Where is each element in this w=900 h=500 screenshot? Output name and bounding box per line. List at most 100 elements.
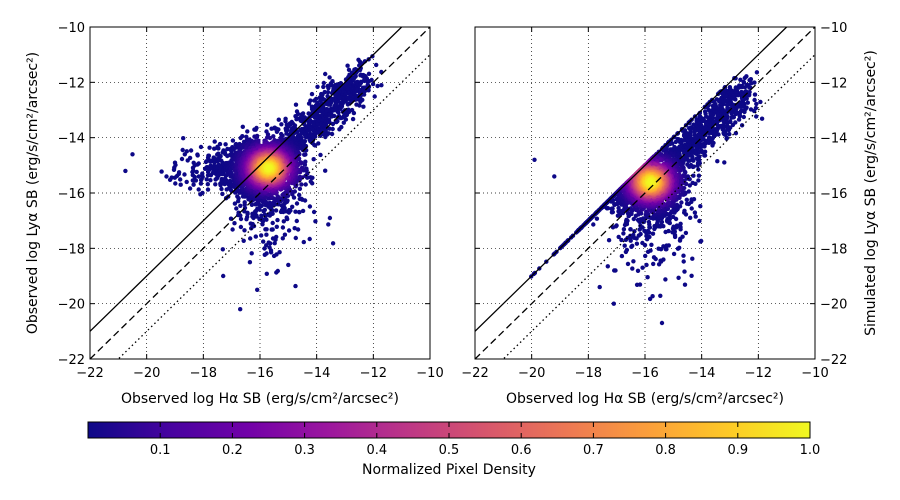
data-point [264, 271, 269, 276]
data-point [200, 190, 205, 196]
data-point [295, 227, 301, 232]
data-point [270, 227, 275, 232]
data-point [722, 160, 727, 165]
data-point [684, 201, 690, 206]
data-point [179, 156, 185, 162]
data-point [729, 115, 734, 120]
data-point [242, 200, 247, 205]
data-point [696, 173, 702, 178]
data-point [191, 182, 196, 187]
data-point [287, 207, 292, 213]
data-point [297, 186, 303, 191]
data-point [200, 174, 205, 180]
data-point [286, 262, 291, 268]
data-point [650, 294, 655, 299]
data-point [605, 264, 610, 269]
data-point [597, 284, 602, 290]
data-point [308, 175, 313, 180]
data-point [196, 187, 201, 192]
data-point [640, 240, 645, 246]
left-ytick-label: −14 [58, 132, 85, 147]
data-point [318, 152, 323, 158]
data-point [676, 275, 681, 280]
data-point [379, 83, 384, 88]
data-point [274, 224, 279, 229]
left-xtick-label: −12 [360, 366, 387, 381]
data-point [262, 207, 267, 213]
data-point [631, 232, 636, 238]
data-point [261, 239, 266, 244]
data-point [759, 116, 765, 121]
data-point [181, 136, 186, 141]
data-point [204, 177, 209, 182]
data-point [619, 237, 624, 243]
data-point [687, 183, 692, 188]
data-point [727, 131, 732, 137]
data-point [702, 153, 707, 158]
data-point [264, 232, 269, 237]
right-panel: −22 −20 −18 −16 −14 −12 −10−22−20−18−16−14−12−… [461, 21, 879, 407]
data-point [651, 255, 657, 260]
data-point [721, 119, 726, 124]
data-point [200, 171, 205, 176]
data-point [321, 84, 326, 90]
data-point [691, 158, 696, 163]
data-point [323, 168, 328, 173]
data-point [236, 210, 241, 215]
data-point [696, 178, 701, 183]
data-point [311, 157, 316, 162]
data-point [263, 216, 268, 222]
data-point [198, 181, 204, 186]
data-point [658, 293, 663, 298]
data-point [614, 223, 619, 228]
data-point [232, 201, 238, 206]
data-point [630, 243, 635, 248]
data-point [651, 261, 656, 267]
data-point [370, 81, 376, 87]
left-xtick-label: −18 [190, 366, 217, 381]
data-point [671, 153, 676, 159]
data-point [326, 222, 331, 227]
data-point [299, 182, 304, 187]
data-point [279, 122, 284, 127]
left-xtick-label: −16 [246, 366, 273, 381]
data-point [164, 174, 169, 179]
data-point [271, 134, 276, 139]
data-point [294, 117, 299, 122]
data-point [678, 192, 683, 198]
data-point [123, 168, 128, 174]
data-point [223, 142, 228, 147]
data-point [274, 234, 279, 240]
data-point [628, 206, 633, 211]
data-point [238, 307, 243, 312]
data-point [678, 221, 683, 226]
data-point [254, 135, 259, 140]
data-point [717, 99, 722, 104]
data-point [687, 121, 692, 126]
data-point [611, 301, 616, 306]
data-point [188, 148, 194, 153]
data-point [624, 247, 630, 253]
data-point [628, 238, 633, 243]
data-point [659, 320, 665, 326]
data-point [628, 227, 633, 232]
data-point [329, 131, 335, 137]
data-point [361, 92, 367, 97]
data-point [616, 205, 621, 211]
data-point [315, 84, 320, 90]
data-point [184, 149, 189, 154]
data-point [691, 173, 696, 178]
data-point [366, 71, 372, 77]
data-point [264, 122, 270, 128]
data-point [253, 127, 258, 132]
data-point [208, 178, 213, 183]
data-point [242, 228, 247, 233]
data-point [240, 124, 245, 129]
left-xtick-label: −22 [76, 366, 103, 381]
data-point [169, 175, 174, 180]
data-point [681, 259, 686, 264]
data-point [635, 268, 641, 273]
data-point [673, 139, 678, 145]
data-point [249, 251, 254, 256]
